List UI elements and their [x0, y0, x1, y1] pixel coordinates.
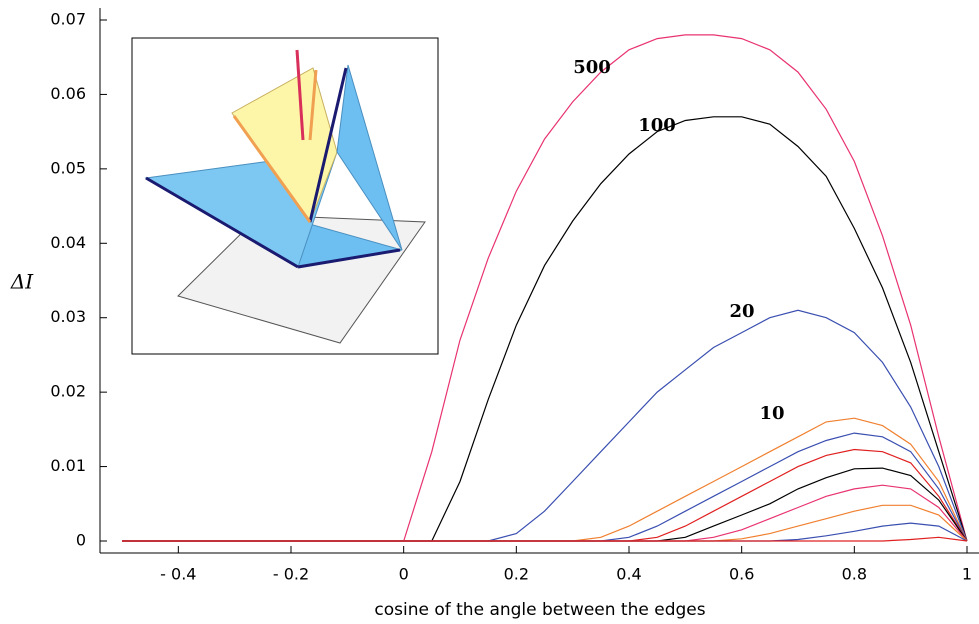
x-tick-label: - 0.2: [273, 565, 309, 584]
series-line: [122, 467, 968, 542]
series-line: [122, 432, 968, 542]
series-line: [122, 448, 968, 542]
curve-label: 10: [759, 403, 784, 424]
x-tick-label: 0.8: [842, 565, 867, 584]
y-tick-label: 0.05: [50, 158, 86, 177]
curve-label: 100: [638, 115, 676, 136]
series-line: [122, 536, 968, 542]
inset-diagram: [131, 37, 439, 355]
x-tick-label: 0: [399, 565, 409, 584]
y-tick-label: 0.01: [50, 456, 86, 475]
y-tick-label: 0.06: [50, 84, 86, 103]
curve-label: 500: [573, 57, 611, 78]
y-tick-label: 0.07: [50, 10, 86, 29]
series-line: [122, 484, 968, 542]
curve-label: 20: [729, 301, 754, 322]
series-line: [122, 116, 968, 542]
y-tick-label: 0.03: [50, 307, 86, 326]
y-tick-label: 0: [76, 531, 86, 550]
y-axis-label: ΔI: [10, 270, 34, 294]
y-tick-label: 0.04: [50, 233, 86, 252]
x-tick-label: 0.2: [504, 565, 529, 584]
series-line: [122, 522, 968, 542]
x-tick-label: 1: [962, 565, 972, 584]
series-line: [122, 34, 968, 542]
x-tick-label: 0.4: [616, 565, 641, 584]
x-tick-label: 0.6: [729, 565, 754, 584]
x-tick-label: - 0.4: [160, 565, 196, 584]
y-tick-label: 0.02: [50, 382, 86, 401]
x-axis-label: cosine of the angle between the edges: [374, 600, 705, 620]
